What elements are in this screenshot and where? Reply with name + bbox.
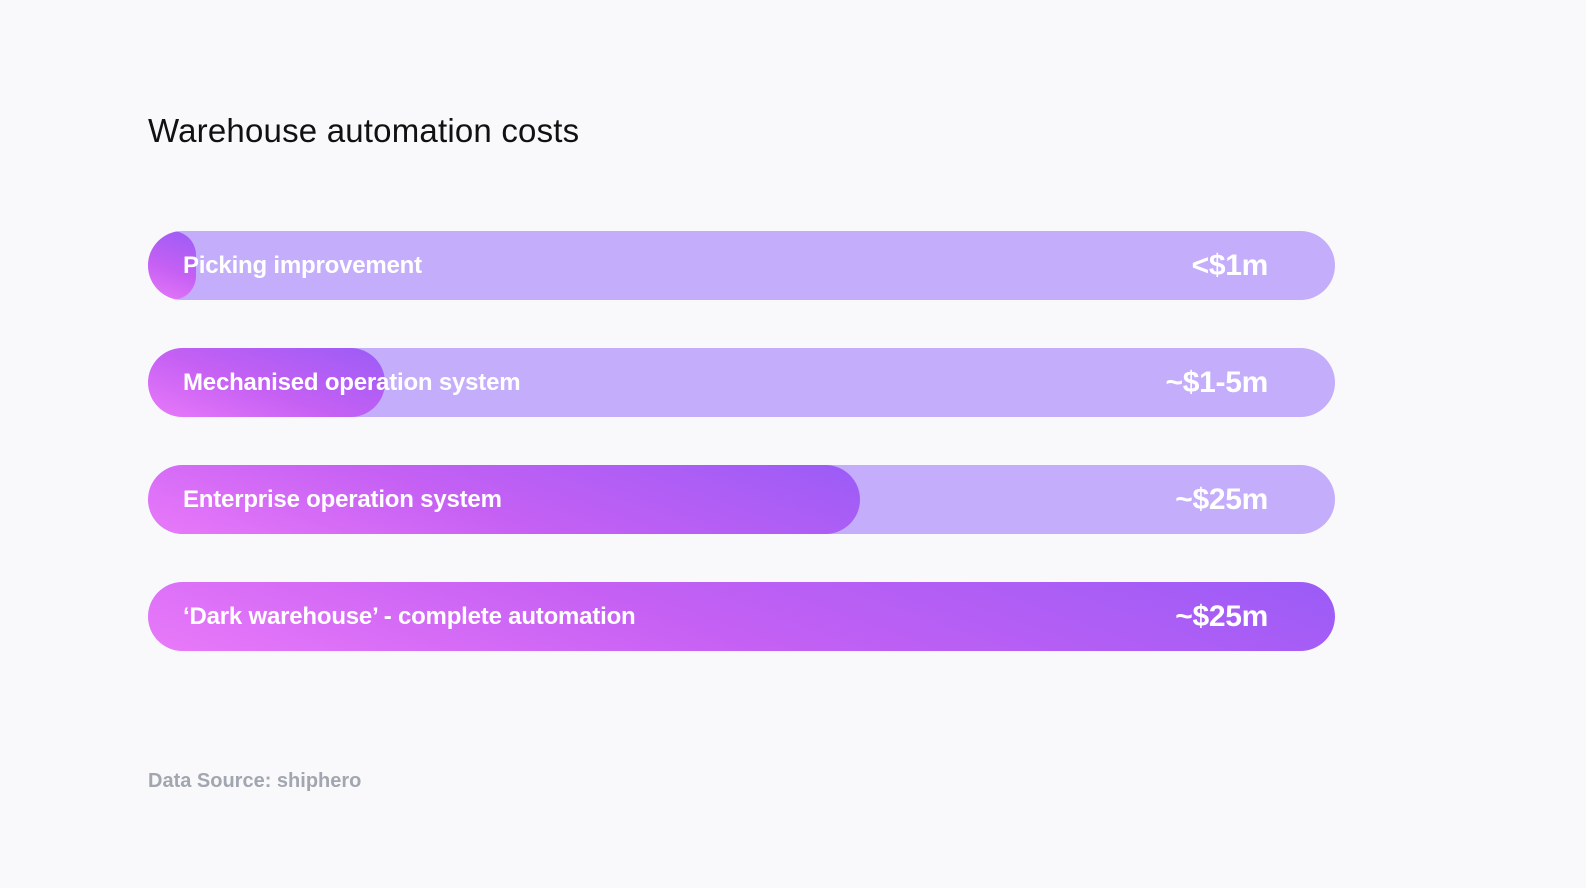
bar-value-label: <$1m xyxy=(1191,249,1269,282)
bar-fill xyxy=(148,231,196,300)
bar-label: ‘Dark warehouse’ - complete automation xyxy=(183,603,636,630)
bar-value-label: ~$25m xyxy=(1175,600,1268,633)
bar-label: Picking improvement xyxy=(183,252,422,279)
bar-value-label: ~$25m xyxy=(1175,483,1268,516)
data-source: Data Source: shiphero xyxy=(148,770,362,792)
bar-track: Picking improvement <$1m xyxy=(148,231,1335,300)
bar-fill xyxy=(148,348,385,417)
bar-list: Picking improvement <$1m Mechanised operat… xyxy=(148,231,1335,699)
bar-track: Enterprise operation system ~$25m xyxy=(148,465,1335,534)
bar-track: ‘Dark warehouse’ - complete automation ~$… xyxy=(148,582,1335,651)
bar-fill xyxy=(148,465,860,534)
bar-value-label: ~$1-5m xyxy=(1165,366,1269,399)
chart-title: Warehouse automation costs xyxy=(148,112,580,149)
bar-track: Mechanised operation system ~$1-5m xyxy=(148,348,1335,417)
bar-label: Enterprise operation system xyxy=(183,486,502,513)
bar-label: Mechanised operation system xyxy=(183,369,521,396)
bar-fill xyxy=(148,582,1335,651)
